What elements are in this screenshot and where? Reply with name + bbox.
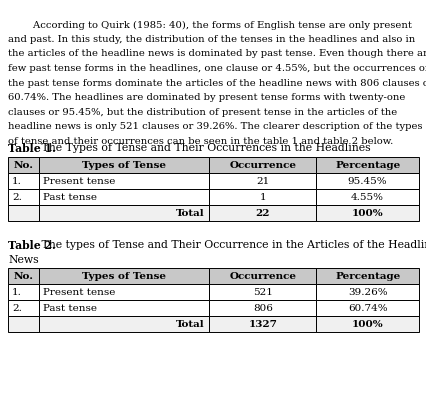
Text: 60.74%: 60.74% [347, 303, 386, 312]
Text: 21: 21 [256, 176, 269, 185]
Bar [8, 173, 39, 189]
Bar [8, 157, 39, 173]
Text: News: News [8, 254, 38, 265]
Text: 100%: 100% [351, 319, 383, 328]
Bar [316, 284, 418, 300]
Text: No.: No. [13, 272, 33, 280]
Bar [209, 173, 316, 189]
Bar [209, 189, 316, 205]
Text: Table 2.: Table 2. [8, 240, 56, 251]
Bar [209, 284, 316, 300]
Bar [8, 284, 39, 300]
Text: The Types of Tense and Their Occurrences in the Headlines: The Types of Tense and Their Occurrences… [38, 143, 370, 153]
Text: Types of Tense: Types of Tense [82, 272, 166, 280]
Text: clauses or 95.45%, but the distribution of present tense in the articles of the: clauses or 95.45%, but the distribution … [8, 108, 396, 116]
Text: 2.: 2. [12, 303, 22, 312]
Bar [316, 205, 418, 221]
Bar [316, 157, 418, 173]
Bar [39, 268, 209, 284]
Bar [8, 300, 39, 316]
Bar [39, 284, 209, 300]
Text: Occurrence: Occurrence [229, 161, 296, 169]
Text: Types of Tense: Types of Tense [82, 161, 166, 169]
Bar [39, 173, 209, 189]
Bar [39, 316, 209, 332]
Bar [39, 157, 209, 173]
Text: 1.: 1. [12, 288, 22, 296]
Text: 4.55%: 4.55% [350, 192, 383, 201]
Text: According to Quirk (1985: 40), the forms of English tense are only present: According to Quirk (1985: 40), the forms… [8, 21, 411, 30]
Bar [39, 205, 209, 221]
Bar [8, 189, 39, 205]
Bar [209, 316, 316, 332]
Text: Present tense: Present tense [43, 288, 115, 296]
Text: Table 1.: Table 1. [8, 143, 56, 154]
Text: the articles of the headline news is dominated by past tense. Even though there : the articles of the headline news is dom… [8, 49, 426, 58]
Text: Present tense: Present tense [43, 176, 115, 185]
Text: 806: 806 [252, 303, 272, 312]
Text: 100%: 100% [351, 208, 383, 217]
Text: headline news is only 521 clauses or 39.26%. The clearer description of the type: headline news is only 521 clauses or 39.… [8, 122, 421, 131]
Text: Past tense: Past tense [43, 303, 97, 312]
Text: Total: Total [176, 319, 204, 328]
Text: Percentage: Percentage [334, 161, 399, 169]
Text: 95.45%: 95.45% [347, 176, 386, 185]
Bar [39, 189, 209, 205]
Bar [316, 300, 418, 316]
Bar [39, 300, 209, 316]
Bar [316, 316, 418, 332]
Bar [8, 316, 39, 332]
Text: 1: 1 [259, 192, 265, 201]
Bar [316, 268, 418, 284]
Bar [209, 300, 316, 316]
Text: few past tense forms in the headlines, one clause or 4.55%, but the occurrences : few past tense forms in the headlines, o… [8, 64, 426, 73]
Bar [8, 268, 39, 284]
Text: of tense and their occurrences can be seen in the table 1 and table 2 below.: of tense and their occurrences can be se… [8, 136, 392, 145]
Text: Past tense: Past tense [43, 192, 97, 201]
Bar [8, 205, 39, 221]
Text: 1327: 1327 [248, 319, 276, 328]
Bar [209, 205, 316, 221]
Bar [209, 157, 316, 173]
Text: The types of Tense and Their Occurrence in the Articles of the Headline: The types of Tense and Their Occurrence … [38, 240, 426, 250]
Text: 39.26%: 39.26% [347, 288, 386, 296]
Text: 1.: 1. [12, 176, 22, 185]
Text: 521: 521 [252, 288, 272, 296]
Bar [316, 173, 418, 189]
Text: Percentage: Percentage [334, 272, 399, 280]
Bar [209, 268, 316, 284]
Text: 60.74%. The headlines are dominated by present tense forms with twenty-one: 60.74%. The headlines are dominated by p… [8, 93, 404, 102]
Text: and past. In this study, the distribution of the tenses in the headlines and als: and past. In this study, the distributio… [8, 35, 414, 44]
Text: 2.: 2. [12, 192, 22, 201]
Text: the past tense forms dominate the articles of the headline news with 806 clauses: the past tense forms dominate the articl… [8, 79, 426, 88]
Text: No.: No. [13, 161, 33, 169]
Bar [316, 189, 418, 205]
Text: Total: Total [176, 208, 204, 217]
Text: 22: 22 [255, 208, 269, 217]
Text: Occurrence: Occurrence [229, 272, 296, 280]
